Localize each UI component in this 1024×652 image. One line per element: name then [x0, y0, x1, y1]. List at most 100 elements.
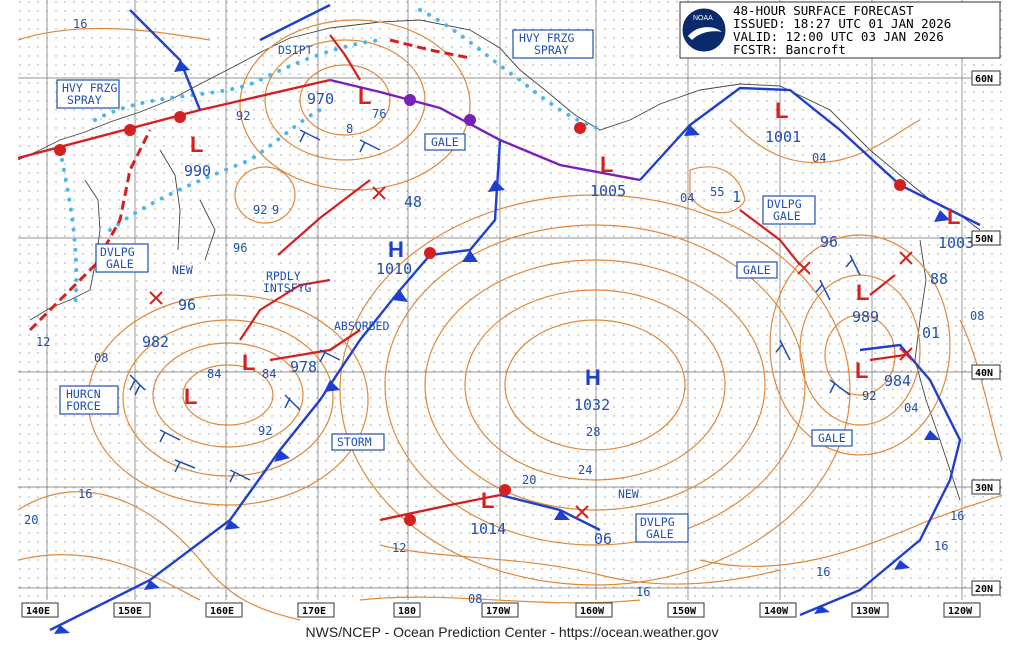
- low-center: L 990: [184, 132, 211, 180]
- label-line: FORCE: [66, 399, 101, 413]
- low-center: L 978: [242, 350, 317, 376]
- dsipt-label: DSIPT: [278, 43, 313, 57]
- pressure-value: 1032: [574, 396, 610, 414]
- warning-label: HVY FRZG SPRAY: [56, 79, 120, 109]
- low-center: L 1014: [470, 488, 506, 538]
- isobar-value: 9: [272, 203, 279, 217]
- isobar-value: 8: [346, 122, 353, 136]
- low-center: L 1003: [938, 204, 974, 252]
- label-line: HVY FRZG: [519, 31, 574, 45]
- label-line: GALE: [431, 135, 459, 149]
- rpdly-intsfyg-label: RPDLY: [266, 269, 301, 283]
- header-forecaster: FCSTR: Bancroft: [733, 42, 846, 57]
- lon-label: 170E: [302, 606, 326, 617]
- lat-label: 50N: [975, 234, 993, 245]
- isobar-value: 20: [522, 473, 536, 487]
- footer-credit: NWS/NCEP - Ocean Prediction Center - htt…: [305, 624, 719, 640]
- isobar-value: 20: [24, 513, 38, 527]
- lon-label: 180: [398, 606, 416, 617]
- isobar-value: 08: [94, 351, 108, 365]
- lon-label: 120W: [948, 606, 973, 617]
- svg-text:L: L: [242, 350, 255, 375]
- label-line: HVY FRZG: [62, 81, 117, 95]
- warning-label: GALE: [811, 429, 853, 447]
- isobar-value: 88: [930, 270, 948, 288]
- rpdly-intsfyg-label: INTSFYG: [263, 281, 312, 295]
- pressure-value: 1014: [470, 520, 506, 538]
- label-line: DVLPG: [100, 245, 135, 259]
- isobar-value: 12: [36, 335, 50, 349]
- low-center: L 984: [855, 358, 911, 390]
- forecast-positions: [149, 186, 913, 519]
- isobar-value: 01: [922, 324, 940, 342]
- coastlines: [17, 19, 981, 501]
- header-issued: ISSUED: 18:27 UTC 01 JAN 2026: [733, 16, 951, 31]
- pressure-value: 1005: [590, 182, 626, 200]
- header-title: 48-HOUR SURFACE FORECAST: [733, 3, 914, 18]
- isobar-value: 08: [468, 592, 482, 606]
- lat-label: 60N: [975, 74, 993, 85]
- svg-text:L: L: [184, 384, 197, 409]
- isobar-value: 16: [950, 509, 964, 523]
- isobar-value: 92: [236, 109, 250, 123]
- storm-tracks: [239, 34, 906, 362]
- low-center: L 1001: [765, 98, 801, 146]
- front-symbols: [54, 60, 950, 634]
- pressure-value: 982: [142, 333, 169, 351]
- label-line: GALE: [743, 263, 771, 277]
- warning-label: GALE: [424, 133, 466, 151]
- logo-text: NOAA: [693, 15, 713, 22]
- isobar-value: 55: [710, 185, 724, 199]
- lon-label: 140W: [764, 606, 789, 617]
- isobar-value: 28: [586, 425, 600, 439]
- isobar-value: 92: [862, 389, 876, 403]
- label-line: STORM: [337, 435, 372, 449]
- pressure-value: 984: [884, 372, 911, 390]
- isobar-value: 84: [262, 367, 276, 381]
- warning-label: DVLPG GALE: [635, 513, 689, 543]
- graticule: [18, 0, 1002, 600]
- label-line: SPRAY: [67, 93, 102, 107]
- isobar-value: 16: [816, 565, 830, 579]
- isobar-value: 04: [812, 151, 826, 165]
- lat-label: 30N: [975, 483, 993, 494]
- isobar-value: 16: [78, 487, 92, 501]
- lon-label: 160E: [210, 606, 234, 617]
- absorbed-label: ABSORBED: [334, 319, 389, 333]
- pressure-value: 990: [184, 162, 211, 180]
- low-center: L 1005: [590, 152, 626, 200]
- isobar-value: 16: [934, 539, 948, 553]
- wind-barbs: [129, 129, 861, 483]
- isobar-value: 76: [372, 107, 386, 121]
- label-line: HURCN: [66, 387, 101, 401]
- svg-text:L: L: [856, 280, 869, 305]
- pressure-value: 989: [852, 308, 879, 326]
- isobar-value: 06: [594, 530, 612, 548]
- lon-label: 160W: [580, 606, 605, 617]
- dot-grid: [18, 0, 1002, 600]
- label-line: DVLPG: [767, 197, 802, 211]
- isobar-value: 84: [207, 367, 221, 381]
- svg-text:H: H: [585, 365, 601, 390]
- svg-text:L: L: [190, 132, 203, 157]
- lon-label: 130W: [856, 606, 881, 617]
- label-line: DVLPG: [640, 515, 675, 529]
- high-center: H 1032: [574, 365, 610, 414]
- warning-label: HURCN FORCE: [59, 385, 119, 415]
- isobar-value: 12: [392, 541, 406, 555]
- svg-text:L: L: [947, 204, 960, 229]
- label-line: GALE: [773, 209, 801, 223]
- isobar-value: 92: [258, 424, 272, 438]
- lat-label: 20N: [975, 584, 993, 595]
- isobar-labels: 16 92 76 8 92 9 96 48 12 08 84 84 92 96 …: [24, 17, 984, 606]
- isobar-value: 1: [732, 188, 741, 206]
- svg-text:L: L: [775, 98, 788, 123]
- warning-label: DVLPG GALE: [762, 195, 816, 225]
- boxed-labels: HVY FRZG SPRAY HVY FRZG SPRAY GALE DVLPG…: [56, 29, 853, 543]
- header-valid: VALID: 12:00 UTC 03 JAN 2026: [733, 29, 944, 44]
- noaa-logo: NOAA: [681, 7, 727, 53]
- free-labels: DSIPT RPDLY INTSFYG ABSORBED NEW NEW: [172, 43, 639, 501]
- pressure-value: 970: [307, 90, 334, 108]
- freezing-spray-boundary: [58, 8, 607, 312]
